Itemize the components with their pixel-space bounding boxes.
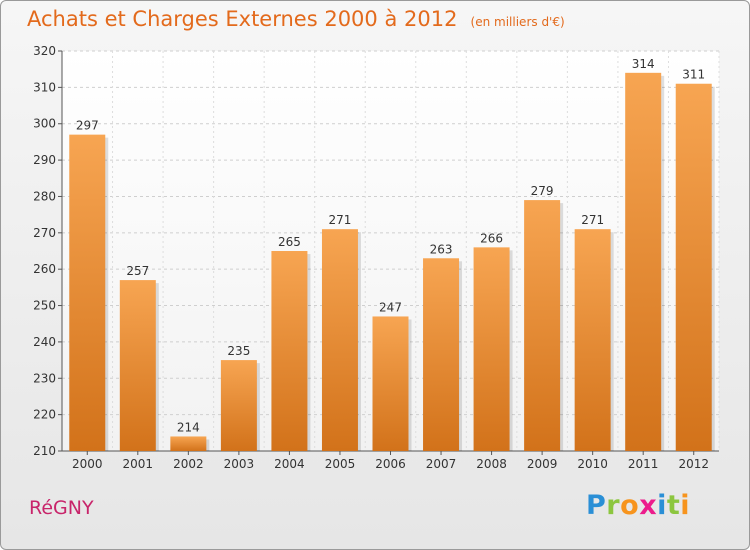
y-tick-label: 310 [33, 80, 56, 94]
bar [271, 251, 308, 451]
city-name: RéGNY [29, 497, 94, 519]
y-tick-label: 210 [33, 444, 56, 458]
y-tick-label: 290 [33, 153, 56, 167]
y-tick-label: 260 [33, 262, 56, 276]
chart-title: Achats et Charges Externes 2000 à 2012 [27, 7, 458, 31]
logo-letter: x [639, 490, 658, 521]
data-label: 271 [329, 213, 352, 227]
x-tick-label: 2011 [628, 457, 659, 471]
data-label: 314 [632, 57, 655, 71]
bar [423, 258, 460, 451]
data-label: 214 [177, 420, 200, 434]
x-tick-label: 2008 [476, 457, 507, 471]
y-tick-label: 230 [33, 371, 56, 385]
bars [69, 72, 715, 452]
bar [473, 247, 510, 451]
y-tick-label: 220 [33, 408, 56, 422]
logo-letter: i [657, 490, 667, 521]
y-tick-label: 280 [33, 189, 56, 203]
x-tick-label: 2005 [325, 457, 356, 471]
bar [220, 360, 257, 451]
data-label: 266 [480, 231, 503, 245]
data-labels: 297 257 214 235 265 271 247 263 266 279 271 314 311 [76, 57, 705, 435]
chart-subtitle: (en milliers d'€) [470, 15, 565, 29]
proxiti-logo: Proxiti [586, 490, 690, 521]
y-tick-label: 320 [33, 44, 56, 58]
y-tick-label: 300 [33, 117, 56, 131]
bar [625, 72, 662, 452]
x-tick-label: 2006 [375, 457, 406, 471]
bar [119, 280, 156, 451]
x-tick-label: 2012 [678, 457, 709, 471]
data-label: 279 [531, 184, 554, 198]
bar [170, 436, 207, 451]
data-label: 271 [581, 213, 604, 227]
logo-letter: t [666, 490, 681, 521]
bar [574, 229, 611, 451]
x-tick-label: 2009 [527, 457, 558, 471]
title-block: Achats et Charges Externes 2000 à 2012 (… [27, 7, 565, 31]
logo-letter: r [606, 490, 621, 521]
logo-letter: i [680, 490, 691, 521]
x-tick-label: 2007 [426, 457, 457, 471]
logo-letter: o [620, 490, 640, 521]
data-label: 235 [227, 344, 250, 358]
axes: 210 220 230 240 250 260 270 280 290 300 310 320 2000… [33, 44, 719, 471]
data-label: 247 [379, 300, 402, 314]
bar [321, 229, 358, 451]
data-label: 265 [278, 235, 301, 249]
x-tick-label: 2000 [72, 457, 103, 471]
y-tick-label: 270 [33, 226, 56, 240]
bar [69, 134, 106, 452]
x-tick-label: 2001 [123, 457, 154, 471]
y-tick-label: 250 [33, 299, 56, 313]
bar [524, 200, 561, 451]
data-label: 263 [430, 242, 453, 256]
data-label: 257 [126, 264, 149, 278]
x-tick-label: 2002 [173, 457, 204, 471]
x-tick-label: 2010 [577, 457, 608, 471]
bar [372, 316, 409, 451]
y-tick-label: 240 [33, 335, 56, 349]
x-tick-label: 2004 [274, 457, 305, 471]
logo-letter: P [586, 490, 607, 521]
bar [675, 83, 712, 452]
data-label: 311 [682, 68, 705, 82]
x-tick-label: 2003 [224, 457, 255, 471]
data-label: 297 [76, 119, 99, 133]
